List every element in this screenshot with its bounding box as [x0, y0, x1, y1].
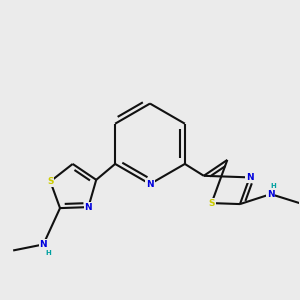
Text: N: N: [40, 240, 47, 249]
Text: S: S: [47, 177, 54, 186]
Text: H: H: [45, 250, 51, 256]
Text: N: N: [246, 173, 253, 182]
Text: N: N: [267, 190, 274, 199]
Text: N: N: [146, 180, 154, 189]
Text: H: H: [270, 183, 276, 189]
Text: S: S: [208, 199, 215, 208]
Text: N: N: [85, 202, 92, 211]
